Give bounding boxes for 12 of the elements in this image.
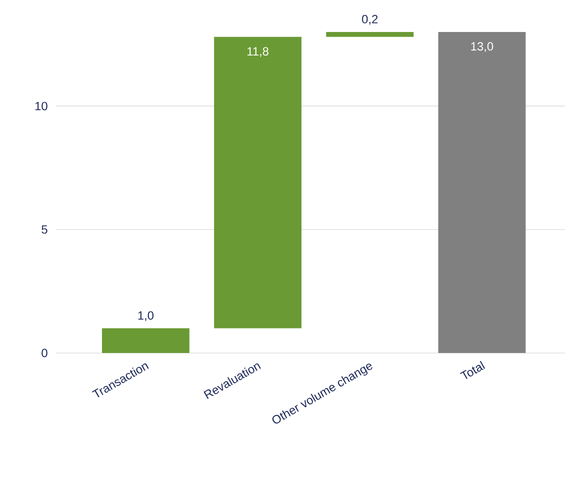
y-tick-label: 10 [35, 102, 48, 110]
data-label: 1,0 [138, 311, 154, 322]
bar [102, 328, 190, 353]
bar [214, 36, 302, 328]
x-tick-label: Total [460, 360, 486, 380]
data-label: 11,8 [247, 47, 268, 57]
data-label: 0,2 [362, 14, 378, 25]
y-tick-label: 0 [42, 348, 48, 358]
data-label: 13,0 [471, 42, 494, 52]
bar [326, 32, 414, 37]
bar [438, 32, 526, 353]
y-tick-label: 5 [42, 225, 48, 234]
